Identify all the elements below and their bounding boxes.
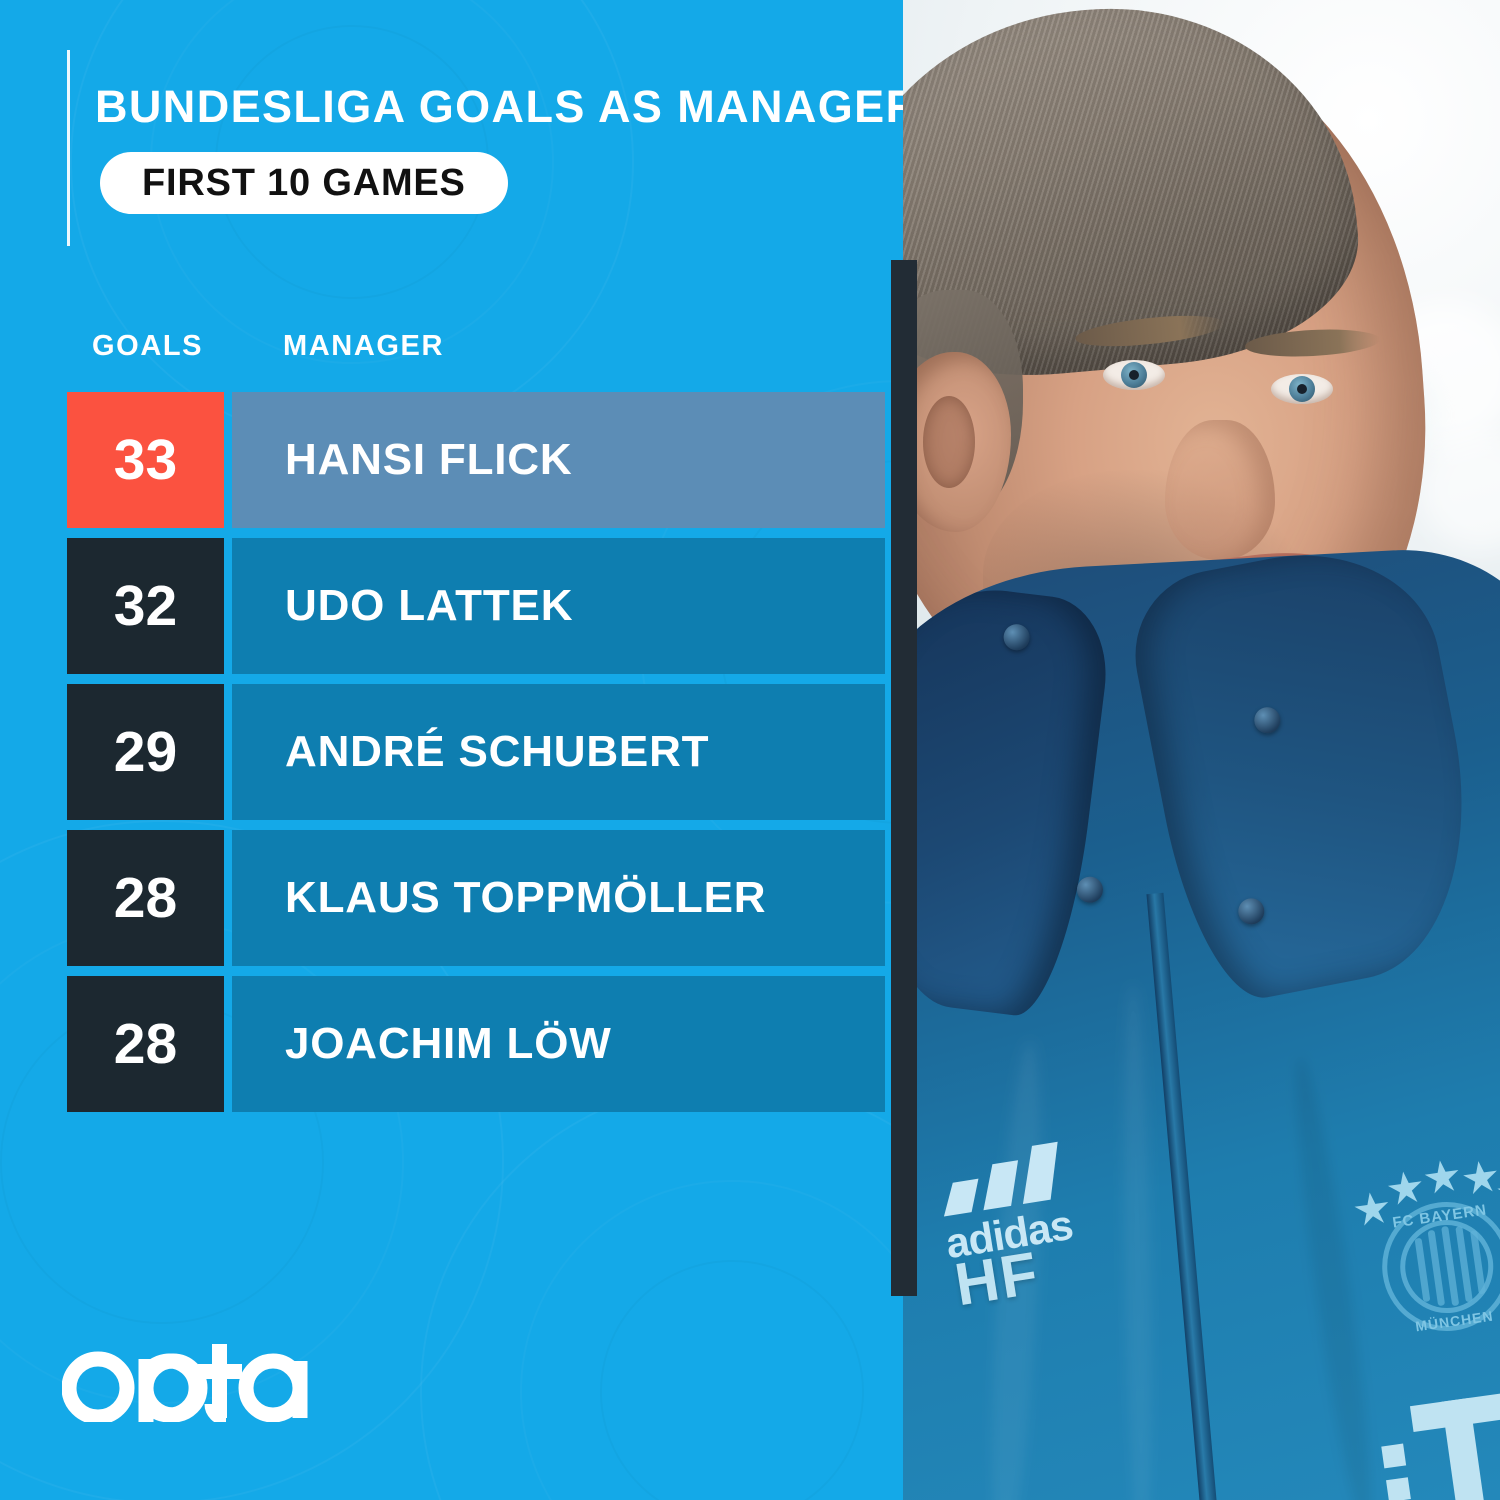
goals-value: 28 <box>113 865 178 930</box>
manager-name-bar: KLAUS TOPPMÖLLER <box>232 830 885 966</box>
manager-name-bar: JOACHIM LÖW <box>232 976 885 1112</box>
table-row: 28 KLAUS TOPPMÖLLER <box>0 830 903 966</box>
manager-name-bar: HANSI FLICK <box>232 392 885 528</box>
photo-nose <box>1165 420 1275 560</box>
column-header-manager: MANAGER <box>283 330 445 362</box>
title-accent-rule <box>67 50 70 246</box>
fc-bayern-crest-icon: FC BAYERN MÜNCHEN <box>1341 1137 1500 1360</box>
goals-value-box: 28 <box>67 976 224 1112</box>
jacket-initials: HF <box>950 1238 1044 1319</box>
manager-photo: adidas HF <box>903 0 1500 1500</box>
goals-value: 33 <box>113 427 178 492</box>
jacket-fold <box>1119 984 1156 1500</box>
table-row: 29 ANDRÉ SCHUBERT <box>0 684 903 820</box>
jacket-collar-right <box>1120 542 1498 1010</box>
goals-value-box: 33 <box>67 392 224 528</box>
goals-value: 32 <box>113 573 178 638</box>
column-header-goals: GOALS <box>92 330 204 362</box>
manager-name: JOACHIM LÖW <box>285 1019 612 1068</box>
photo-eye-right <box>1271 374 1333 404</box>
manager-name-bar: UDO LATTEK <box>232 538 885 674</box>
manager-name: ANDRÉ SCHUBERT <box>285 727 710 776</box>
goals-value-box: 32 <box>67 538 224 674</box>
subtitle-label: FIRST 10 GAMES <box>142 162 466 204</box>
jacket-zipper <box>1146 892 1218 1500</box>
photo-ear <box>903 352 1011 532</box>
table-row: 28 JOACHIM LÖW <box>0 976 903 1112</box>
photo-jacket: adidas HF <box>903 542 1500 1500</box>
manager-name-bar: ANDRÉ SCHUBERT <box>232 684 885 820</box>
goals-value: 28 <box>113 1011 178 1076</box>
photo-iris <box>1289 376 1315 402</box>
managers-table: 33 HANSI FLICK 32 UDO LATTEK 29 ANDRÉ SCHUBER… <box>0 392 903 1122</box>
page-title: BUNDESLIGA GOALS AS MANAGER <box>95 81 903 132</box>
manager-name: UDO LATTEK <box>285 581 574 630</box>
jacket-snap-button <box>1076 876 1104 904</box>
goals-value-box: 29 <box>67 684 224 820</box>
goals-value-box: 28 <box>67 830 224 966</box>
telekom-sponsor-logo-icon <box>1355 1367 1500 1500</box>
photo-iris <box>1121 362 1147 388</box>
subtitle-pill: FIRST 10 GAMES <box>100 152 508 214</box>
adidas-logo-icon: adidas <box>922 1131 1110 1286</box>
goals-value: 29 <box>113 719 178 784</box>
photo-eye-left <box>1103 360 1165 390</box>
vertical-divider-bar <box>891 260 917 1296</box>
table-row: 32 UDO LATTEK <box>0 538 903 674</box>
manager-name: KLAUS TOPPMÖLLER <box>285 873 767 922</box>
left-content-panel: BUNDESLIGA GOALS AS MANAGER FIRST 10 GAM… <box>0 50 903 1422</box>
manager-name: HANSI FLICK <box>285 435 573 484</box>
opta-logo <box>62 1338 312 1422</box>
table-row: 33 HANSI FLICK <box>0 392 903 528</box>
